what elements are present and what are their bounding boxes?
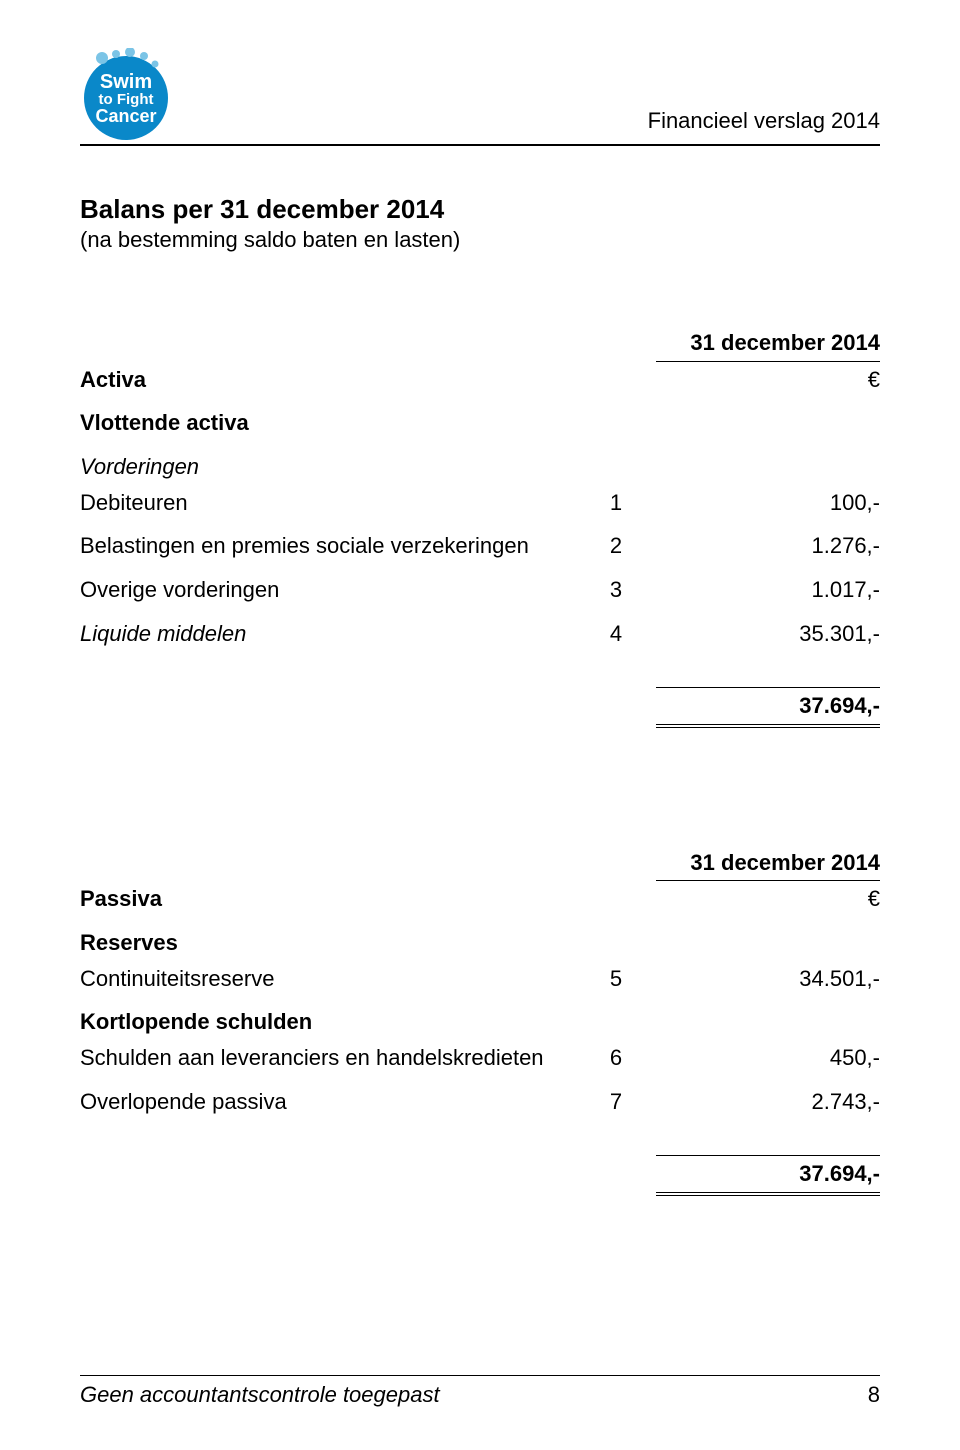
passiva-heading-row: Passiva € xyxy=(80,881,880,917)
activa-total: 37.694,- xyxy=(656,688,880,725)
row-value: 100,- xyxy=(656,485,880,521)
vorderingen-heading: Vorderingen xyxy=(80,449,576,485)
footer-rule xyxy=(80,1375,880,1376)
activa-date-row: 31 december 2014 xyxy=(80,325,880,361)
svg-text:Swim: Swim xyxy=(100,71,152,93)
row-label: Overige vorderingen xyxy=(80,572,576,608)
row-label: Continuiteitsreserve xyxy=(80,961,576,997)
row-label: Liquide middelen xyxy=(80,616,576,652)
kortlopende-heading-row: Kortlopende schulden xyxy=(80,1004,880,1040)
row-label: Overlopende passiva xyxy=(80,1084,576,1120)
header-rule xyxy=(80,144,880,146)
footer-left: Geen accountantscontrole toegepast xyxy=(80,1382,440,1408)
continuiteitsreserve-row: Continuiteitsreserve 5 34.501,- xyxy=(80,961,880,997)
row-note: 4 xyxy=(576,616,656,652)
row-note: 7 xyxy=(576,1084,656,1120)
overlopende-passiva-row: Overlopende passiva 7 2.743,- xyxy=(80,1084,880,1120)
passiva-date-row: 31 december 2014 xyxy=(80,845,880,881)
page: Swim to Fight Cancer Financieel verslag … xyxy=(0,0,960,1450)
row-value: 1.276,- xyxy=(656,528,880,564)
row-label: Schulden aan leveranciers en handelskred… xyxy=(80,1040,576,1076)
liquide-middelen-row: Liquide middelen 4 35.301,- xyxy=(80,616,880,652)
row-note: 5 xyxy=(576,961,656,997)
currency-symbol: € xyxy=(656,881,880,917)
row-label: Belastingen en premies sociale verzekeri… xyxy=(80,528,576,564)
page-number: 8 xyxy=(868,1382,880,1408)
currency-symbol: € xyxy=(656,361,880,397)
page-title: Balans per 31 december 2014 xyxy=(80,194,880,225)
row-label: Debiteuren xyxy=(80,485,576,521)
kortlopende-heading: Kortlopende schulden xyxy=(80,1004,576,1040)
activa-date-header: 31 december 2014 xyxy=(656,325,880,361)
debiteuren-row: Debiteuren 1 100,- xyxy=(80,485,880,521)
passiva-total-row: 37.694,- xyxy=(80,1156,880,1193)
logo: Swim to Fight Cancer xyxy=(80,48,172,140)
reserves-heading-row: Reserves xyxy=(80,925,880,961)
activa-heading-row: Activa € xyxy=(80,361,880,397)
overige-vorderingen-row: Overige vorderingen 3 1.017,- xyxy=(80,572,880,608)
row-value: 450,- xyxy=(656,1040,880,1076)
row-note: 6 xyxy=(576,1040,656,1076)
page-footer: Geen accountantscontrole toegepast 8 xyxy=(80,1375,880,1408)
swim-to-fight-cancer-logo-icon: Swim to Fight Cancer xyxy=(80,48,172,140)
passiva-heading: Passiva xyxy=(80,881,576,917)
passiva-total: 37.694,- xyxy=(656,1156,880,1193)
activa-table: 31 december 2014 Activa € Vlottende acti… xyxy=(80,325,880,725)
row-value: 1.017,- xyxy=(656,572,880,608)
report-title: Financieel verslag 2014 xyxy=(648,108,880,134)
row-value: 2.743,- xyxy=(656,1084,880,1120)
passiva-table: 31 december 2014 Passiva € Reserves Cont… xyxy=(80,845,880,1193)
vlottende-activa-heading: Vlottende activa xyxy=(80,405,576,441)
row-note: 2 xyxy=(576,528,656,564)
svg-text:Cancer: Cancer xyxy=(95,106,156,126)
passiva-date-header: 31 december 2014 xyxy=(656,845,880,881)
reserves-heading: Reserves xyxy=(80,925,576,961)
row-note: 3 xyxy=(576,572,656,608)
row-value: 35.301,- xyxy=(656,616,880,652)
page-header: Swim to Fight Cancer Financieel verslag … xyxy=(80,48,880,140)
page-subtitle: (na bestemming saldo baten en lasten) xyxy=(80,227,880,253)
row-value: 34.501,- xyxy=(656,961,880,997)
schulden-leveranciers-row: Schulden aan leveranciers en handelskred… xyxy=(80,1040,880,1076)
belastingen-row: Belastingen en premies sociale verzekeri… xyxy=(80,528,880,564)
vorderingen-heading-row: Vorderingen xyxy=(80,449,880,485)
activa-heading: Activa xyxy=(80,361,576,397)
vlottende-activa-row: Vlottende activa xyxy=(80,405,880,441)
activa-total-row: 37.694,- xyxy=(80,688,880,725)
row-note: 1 xyxy=(576,485,656,521)
